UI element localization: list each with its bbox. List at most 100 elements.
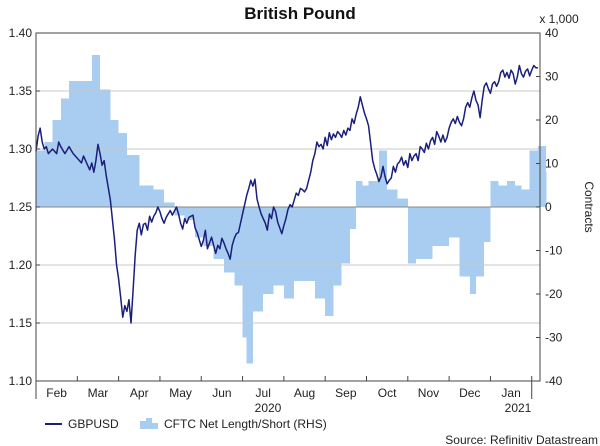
month-label: Jun [212,386,231,400]
right-tick-label: -10 [545,244,563,258]
cftc-bar [223,207,235,273]
cftc-area-layer [36,54,547,364]
cftc-bar [213,207,224,260]
cftc-bar [242,207,247,338]
month-label: May [169,386,192,400]
right-tick-label: 10 [545,157,559,171]
right-tick-label: -30 [545,331,563,345]
left-tick-label: 1.30 [9,142,33,156]
cftc-bar [475,207,485,277]
x-axis: Feb Mar Apr May Jun Jul Aug Sep Oct Nov Dec Jan [35,376,533,400]
cftc-bar [110,120,119,207]
cftc-bar [387,189,398,207]
month-label: Sep [335,386,357,400]
gridlines [36,90,540,324]
left-axis: 1.10 1.15 1.20 1.25 1.30 1.35 1.40 [9,26,40,388]
gbpusd-line [35,64,538,324]
cftc-bar [164,202,175,207]
cftc-bar [36,150,45,207]
left-tick-label: 1.10 [9,374,33,388]
source-note: Source: Refinitiv Datastream [445,433,598,446]
cftc-bar [294,207,305,281]
legend: GBPUSD CFTC Net Length/Short (RHS) [45,417,327,431]
left-tick-label: 1.35 [9,84,33,98]
month-label: Jul [256,386,271,400]
cftc-bar [246,207,253,364]
month-label: Feb [46,386,67,400]
legend-label-gbpusd: GBPUSD [68,417,119,431]
cftc-bar [515,185,522,207]
cftc-bar [69,80,82,207]
cftc-bar [174,207,185,216]
right-tick-label: -40 [545,374,563,388]
right-tick-label: 20 [545,113,559,127]
cftc-bar [81,80,92,207]
right-tick-label: -20 [545,287,563,301]
cftc-bar [484,207,491,242]
cftc-bar [184,207,196,221]
cftc-bar [529,150,538,207]
cftc-bar [407,207,417,264]
year-label-2020: 2020 [255,401,282,415]
month-label: Oct [378,386,397,400]
cftc-bar [325,207,334,316]
cftc-bar [490,180,499,207]
cftc-bar [378,150,388,207]
chart-title: British Pound [244,4,355,23]
right-tick-label: 30 [545,70,559,84]
right-axis-label: Contracts [582,181,596,232]
cftc-bar [100,89,111,207]
left-tick-label: 1.25 [9,200,33,214]
cftc-bar [252,207,264,312]
month-label: Aug [294,386,315,400]
cftc-bar [449,207,460,238]
cftc-bar [506,180,516,207]
left-tick-label: 1.15 [9,316,33,330]
cftc-bar [283,207,295,299]
cftc-bar [498,185,507,207]
cftc-bar [118,133,127,207]
right-axis-multiplier: x 1,000 [539,12,579,26]
cftc-bar [546,172,547,207]
month-label: Apr [130,386,149,400]
cftc-bar [341,207,350,264]
cftc-bar [44,141,53,207]
cftc-bar [234,207,243,286]
cftc-bar [314,207,326,299]
month-label: Jan [501,386,520,400]
month-label: Nov [418,386,439,400]
right-tick-label: 0 [545,200,552,214]
legend-label-cftc: CFTC Net Length/Short (RHS) [164,417,327,431]
cftc-bar [126,154,140,207]
year-label-2021: 2021 [505,401,532,415]
cftc-bar [333,207,342,286]
legend-swatch-cftc [140,418,158,429]
cftc-bar [203,207,214,247]
right-axis: -40 -30 -20 -10 0 10 20 30 40 [536,26,563,388]
cftc-bar [91,54,101,207]
left-tick-label: 1.20 [9,258,33,272]
cftc-bar [521,189,530,207]
cftc-bar [416,207,425,260]
cftc-bar [356,180,363,207]
cftc-bar [52,120,61,207]
cftc-bar [273,207,284,286]
cftc-bar [432,207,450,247]
cftc-bar [195,207,204,238]
cftc-bar [397,198,408,207]
cftc-bar [139,185,154,207]
cftc-bar [304,207,315,281]
cftc-bar [368,180,379,207]
cftc-bar [349,207,357,229]
cftc-bar [153,189,165,207]
cftc-bar [469,207,476,294]
cftc-bar [459,207,470,277]
left-tick-label: 1.40 [9,26,33,40]
cftc-bar [424,207,433,260]
month-label: Dec [459,386,480,400]
cftc-bar [362,185,369,207]
gbpusd-line-layer [35,64,538,324]
month-label: Mar [88,386,109,400]
cftc-bar [537,146,547,207]
